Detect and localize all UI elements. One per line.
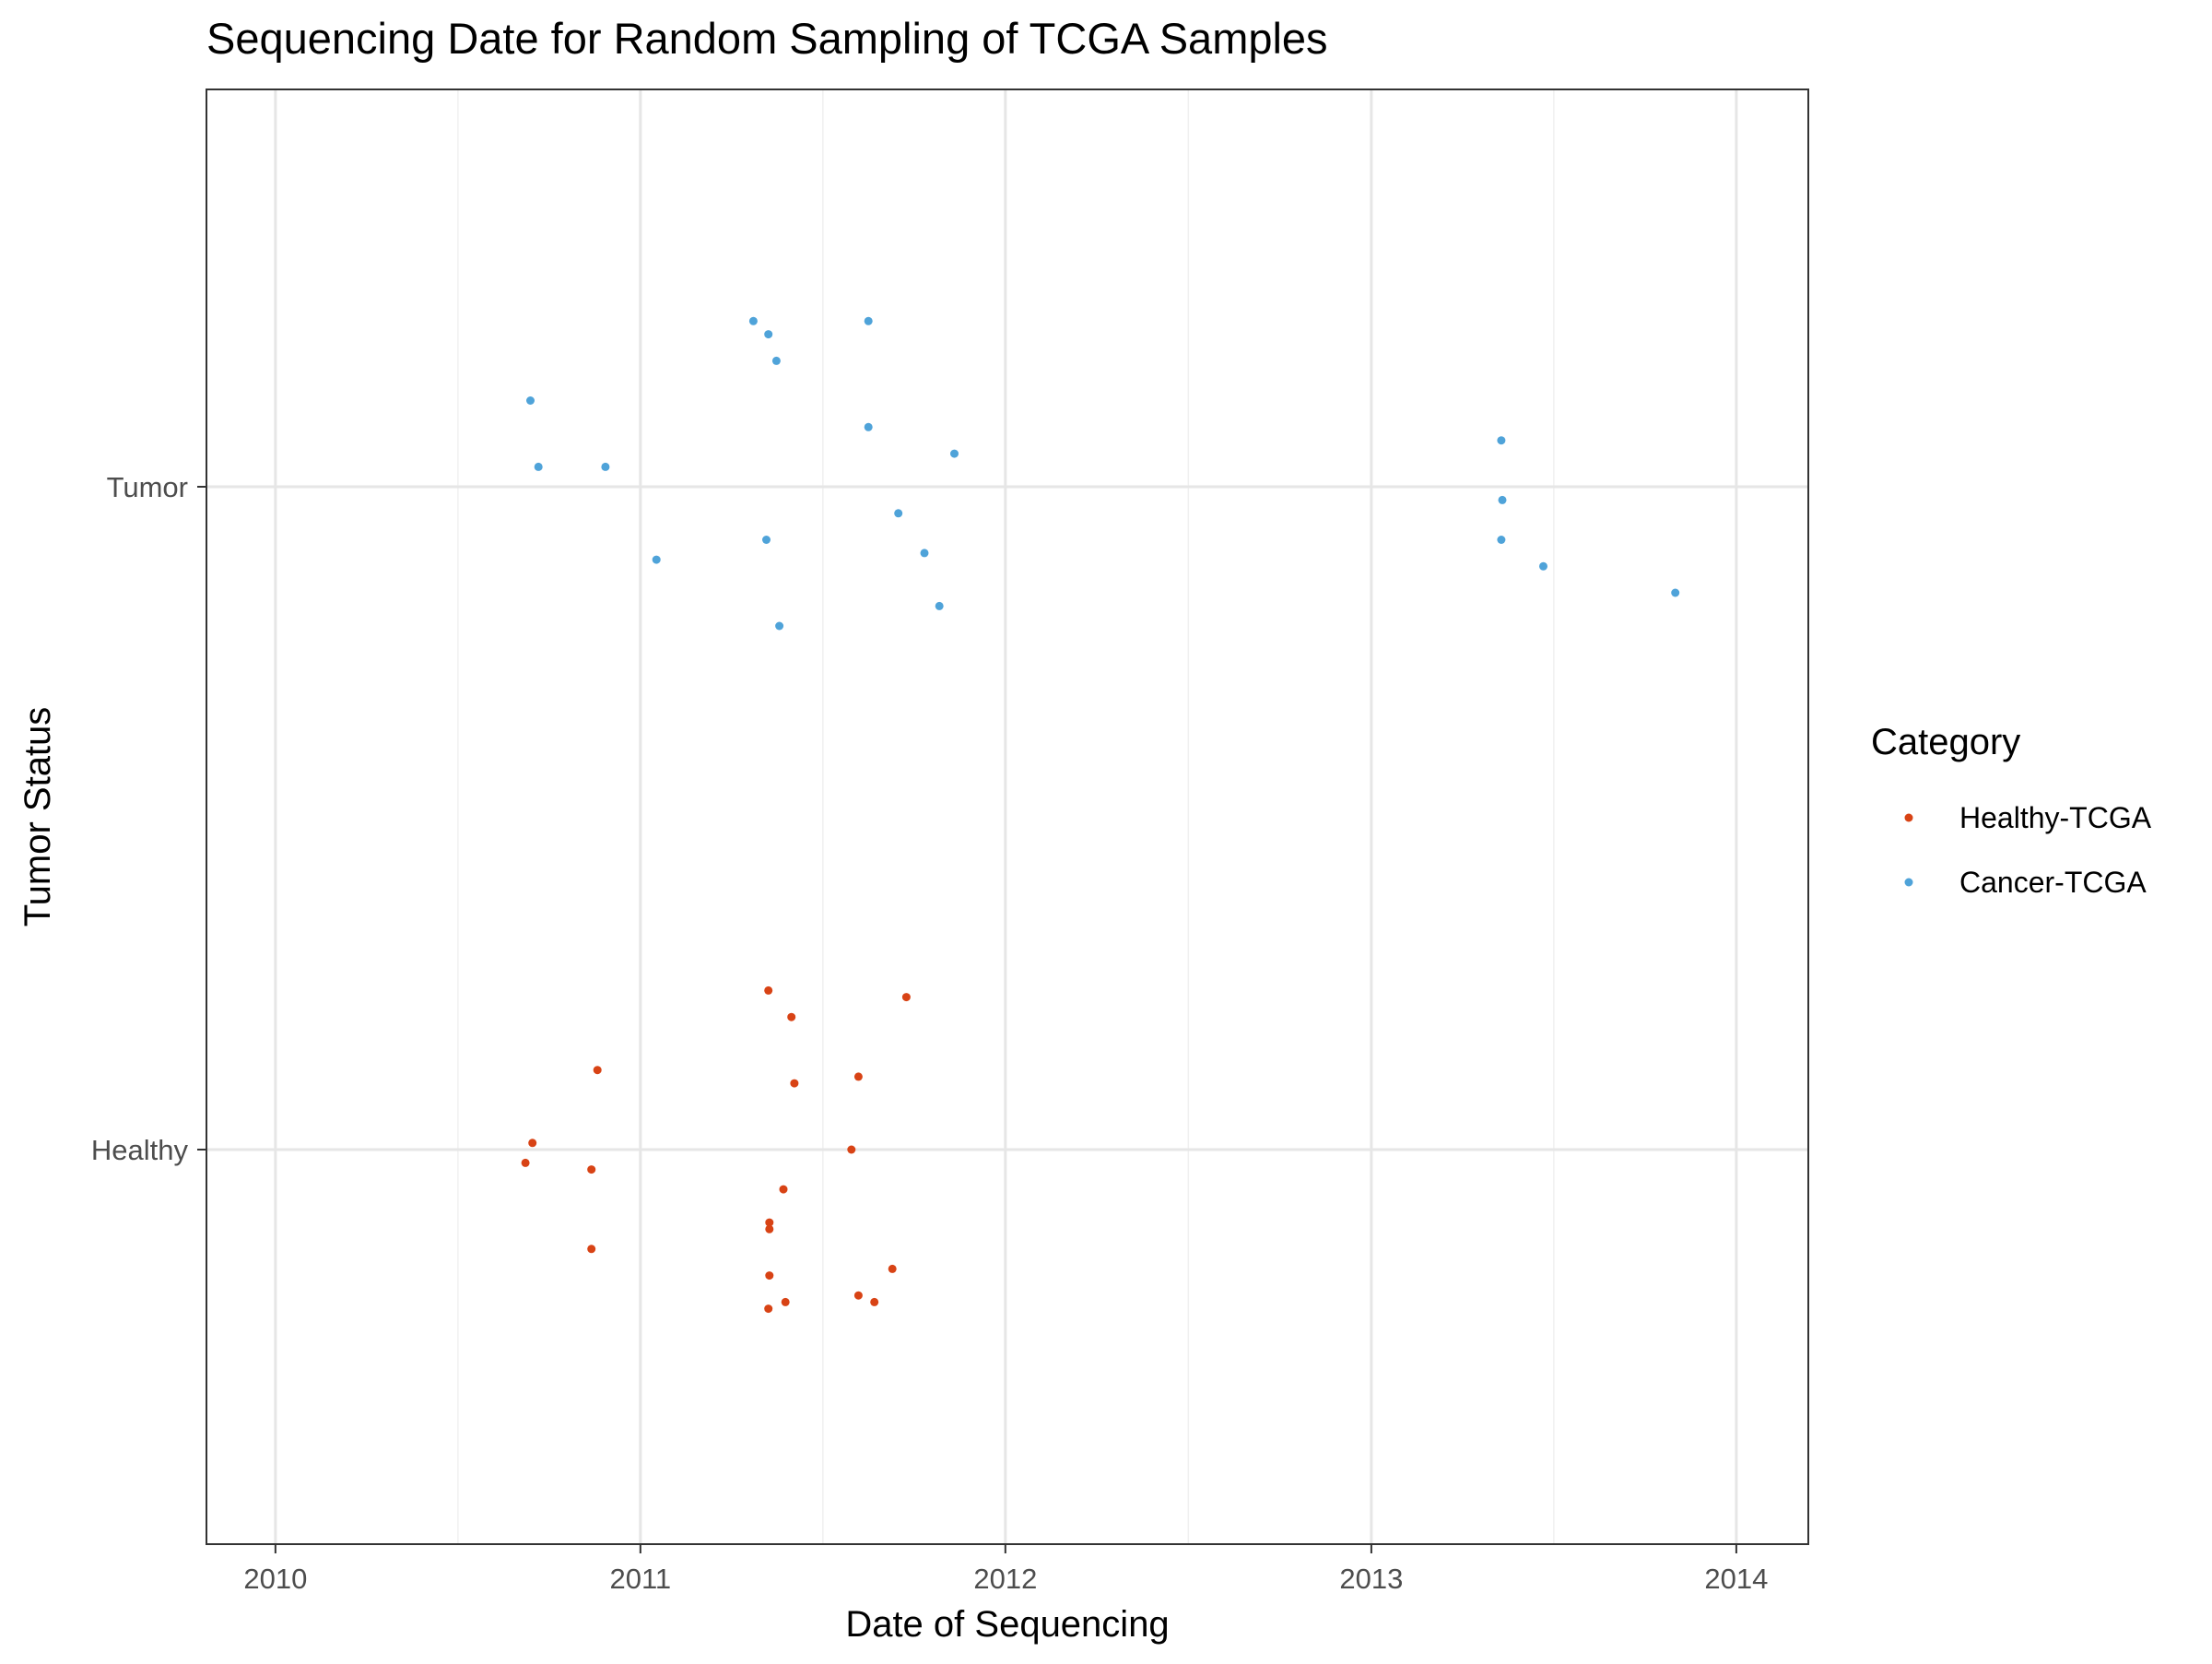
data-point: [790, 1079, 799, 1088]
data-points: [521, 316, 1680, 1314]
data-point: [528, 1139, 537, 1148]
series-cancer-tcga: [526, 316, 1680, 631]
data-point: [853, 1072, 863, 1081]
y-axis-title: Tumor Status: [18, 707, 58, 927]
series-healthy-tcga: [521, 985, 911, 1314]
x-axis-title: Date of Sequencing: [845, 1604, 1169, 1645]
data-point: [787, 1012, 796, 1021]
data-point: [950, 449, 959, 458]
x-tick-label: 2013: [1339, 1563, 1403, 1595]
data-point: [935, 601, 944, 610]
legend: Category Healthy-TCGA Cancer-TCGA: [1871, 722, 2152, 899]
y-axis: Healthy Tumor: [91, 471, 206, 1166]
data-point: [888, 1264, 897, 1273]
data-point: [765, 1224, 774, 1233]
data-point: [601, 462, 610, 471]
data-point: [870, 1297, 879, 1306]
data-point: [864, 422, 873, 431]
data-point: [920, 549, 929, 558]
data-point: [526, 396, 535, 405]
data-point: [771, 356, 781, 365]
data-point: [587, 1245, 596, 1254]
major-grid: [206, 89, 1808, 1544]
x-tick-label: 2010: [243, 1563, 307, 1595]
data-point: [1497, 436, 1506, 445]
data-point: [901, 993, 911, 1002]
data-point: [775, 621, 784, 631]
data-point: [847, 1145, 856, 1154]
minor-grid: [457, 89, 1555, 1544]
x-axis: 2010 2011 2012 2013 2014: [243, 1544, 1768, 1595]
data-point: [652, 555, 661, 564]
data-point: [765, 1271, 774, 1280]
data-point: [762, 536, 771, 544]
x-tick-label: 2011: [610, 1563, 672, 1595]
x-tick-label: 2014: [1704, 1563, 1768, 1595]
data-point: [779, 1185, 788, 1194]
plot-background: [206, 89, 1808, 1544]
data-point: [1539, 561, 1547, 571]
data-point: [1671, 588, 1680, 597]
legend-label: Cancer-TCGA: [1959, 866, 2147, 899]
data-point: [1498, 495, 1507, 504]
y-tick-label: Tumor: [107, 471, 188, 503]
data-point: [894, 509, 903, 518]
data-point: [593, 1066, 602, 1075]
x-tick-label: 2012: [973, 1563, 1037, 1595]
data-point: [748, 316, 758, 325]
legend-key: [1904, 813, 1913, 822]
data-point: [765, 1218, 774, 1227]
legend-title: Category: [1871, 722, 2020, 762]
data-point: [853, 1291, 863, 1300]
y-tick-label: Healthy: [91, 1134, 189, 1166]
data-point: [521, 1158, 530, 1167]
data-point: [534, 462, 543, 471]
legend-label: Healthy-TCGA: [1959, 801, 2152, 834]
data-point: [764, 985, 773, 995]
data-point: [764, 1304, 773, 1314]
data-point: [1497, 536, 1506, 544]
plot-panel-border: [206, 89, 1809, 1545]
data-point: [781, 1297, 790, 1306]
data-point: [587, 1165, 596, 1174]
data-point: [764, 330, 773, 339]
legend-key: [1904, 878, 1913, 887]
chart-title: Sequencing Date for Random Sampling of T…: [206, 14, 1328, 63]
data-point: [864, 316, 873, 325]
